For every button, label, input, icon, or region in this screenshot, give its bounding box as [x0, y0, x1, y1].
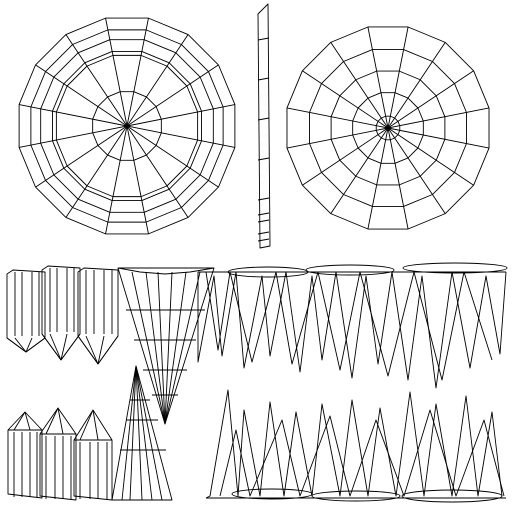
disc-right-mesh: [286, 26, 490, 230]
prism-tip-edge: [77, 335, 99, 365]
cone-edge: [135, 365, 143, 501]
spoke: [126, 104, 235, 127]
cone-edge: [135, 365, 153, 501]
spoke: [387, 127, 409, 230]
prism-tip-edge: [24, 411, 31, 431]
spoke: [126, 34, 189, 127]
spoke: [387, 127, 490, 149]
strip-rung: [257, 219, 270, 223]
cone-edge: [135, 365, 163, 501]
cone-edge: [145, 271, 166, 425]
cone-edge: [164, 271, 201, 425]
strip-rung: [257, 37, 270, 41]
rim-ellipse: [402, 262, 508, 274]
prism-tip-edge: [25, 337, 33, 353]
spoke: [387, 26, 409, 129]
prism-tip-edge: [41, 333, 62, 361]
inverted-cone-mesh: [117, 267, 215, 425]
prism-tip-edge: [60, 333, 68, 361]
prism-outline: [7, 411, 43, 499]
strip-outline: [257, 3, 271, 249]
hanging-prisms-mesh: [6, 265, 119, 365]
spoke: [367, 127, 389, 230]
rim-ellipse: [305, 264, 395, 276]
spoke: [19, 125, 128, 148]
spoke: [387, 127, 446, 214]
spoke: [302, 127, 389, 186]
cone-edge: [129, 365, 137, 501]
spoke: [330, 42, 389, 129]
upright-cone-mesh: [111, 365, 173, 501]
spoke: [35, 125, 128, 188]
spoke: [387, 70, 474, 129]
zigzag-bottom-mesh: [205, 389, 506, 503]
zigzag-teeth: [205, 271, 493, 381]
strip-rung: [257, 238, 270, 242]
spoke: [126, 125, 189, 218]
strip-rung: [257, 197, 270, 201]
spoke: [105, 125, 128, 234]
strip-rung: [257, 212, 270, 216]
zigzag-top-mesh: [197, 262, 508, 389]
prism-tip-edge: [92, 409, 99, 441]
spoke: [387, 42, 446, 129]
spoke: [126, 125, 149, 234]
cone-rim: [117, 267, 215, 275]
prism-tip-edge: [97, 335, 105, 365]
strip-rung: [257, 77, 270, 81]
cone-edge: [164, 271, 187, 425]
prism-tip-edge: [79, 409, 94, 441]
cone-edge: [157, 271, 166, 425]
spoke: [367, 26, 389, 129]
spoke: [65, 125, 128, 218]
prism-tip-edge: [57, 407, 64, 435]
disc-left-mesh: [18, 17, 236, 235]
spoke: [286, 107, 389, 129]
cone-edge: [131, 271, 166, 425]
prism-tip-edge: [25, 337, 46, 353]
thin-strip-mesh: [257, 3, 271, 249]
prism-outline: [39, 407, 77, 501]
cone-edge: [164, 271, 173, 425]
strip-rung: [257, 117, 270, 121]
spoke: [302, 70, 389, 129]
prism-tip-edge: [85, 335, 99, 365]
spoke: [105, 18, 128, 127]
prism-tip-edge: [45, 407, 59, 435]
prism-tip-edge: [60, 333, 81, 361]
cone-edge: [121, 365, 137, 501]
spoke: [126, 125, 235, 148]
rim-ellipse: [311, 490, 401, 502]
spoke: [387, 107, 490, 129]
spoke: [330, 127, 389, 214]
prism-tip-edge: [13, 411, 26, 431]
spoke: [35, 64, 128, 127]
cone-outline: [117, 267, 215, 425]
prism-tip-edge: [49, 333, 62, 361]
spoke: [387, 127, 474, 186]
strip-rung: [257, 157, 270, 161]
spoke: [126, 64, 219, 127]
spoke: [19, 104, 128, 127]
standing-prisms-mesh: [7, 407, 113, 501]
spoke: [126, 18, 149, 127]
rim-ellipse: [231, 488, 313, 500]
spoke: [65, 34, 128, 127]
spoke: [286, 127, 389, 149]
strip-rung: [257, 231, 270, 235]
zigzag-teeth: [219, 409, 505, 497]
prism-tip-edge: [97, 335, 119, 365]
prism-outline: [73, 409, 113, 501]
zigzag-teeth: [205, 389, 503, 499]
prism-tip-edge: [6, 337, 27, 353]
prism-tip-edge: [14, 337, 27, 353]
spoke: [126, 125, 219, 188]
